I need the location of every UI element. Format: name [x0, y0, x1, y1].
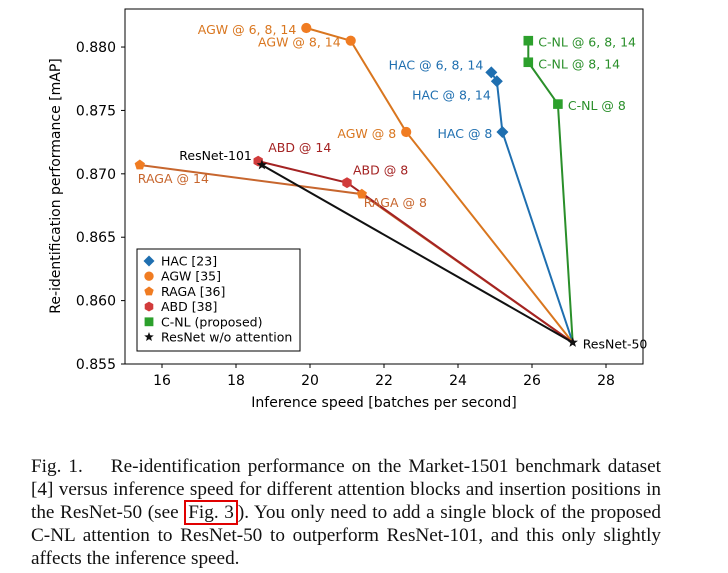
data-label: ABD @ 8 — [353, 163, 408, 178]
data-label: HAC @ 6, 8, 14 — [389, 57, 484, 72]
data-point — [523, 35, 534, 46]
data-point — [523, 57, 534, 68]
y-tick-label: 0.855 — [76, 357, 116, 373]
caption-prefix: Fig. 1. — [31, 456, 83, 477]
data-label: HAC @ 8 — [438, 126, 493, 141]
figure-caption: Fig. 1. Re-identification performance on… — [31, 455, 661, 570]
y-tick-label: 0.880 — [76, 40, 116, 56]
data-point — [345, 35, 356, 46]
x-axis-label: Inference speed [batches per second] — [251, 395, 516, 411]
data-label: AGW @ 8 — [337, 126, 396, 141]
data-point — [134, 159, 145, 170]
x-tick-label: 22 — [375, 373, 393, 389]
legend-box — [136, 248, 301, 352]
caption-text-2: ). You only need to add a single block o… — [31, 502, 661, 569]
series-line-0 — [490, 71, 574, 343]
chart: HAC @ 6, 8, 14 HAC @ 8, 14 HAC @ 8 AGW @ 6,… — [48, 8, 648, 411]
legend-entry: ResNet w/o attention — [161, 330, 292, 345]
x-tick-label: 20 — [301, 373, 319, 389]
data-label: AGW @ 6, 8, 14 — [198, 22, 297, 37]
data-point — [301, 22, 312, 34]
data-label: ABD @ 14 — [268, 140, 331, 155]
series-line-4 — [527, 40, 574, 343]
series-line-5 — [261, 164, 574, 344]
legend-marker — [144, 271, 154, 281]
series-line-1 — [306, 27, 574, 344]
data-point — [567, 336, 578, 347]
data-point — [401, 126, 412, 138]
y-tick-label: 0.870 — [76, 167, 116, 183]
data-point — [356, 188, 367, 199]
legend-marker — [144, 317, 154, 327]
legend-entry: RAGA [36] — [161, 284, 225, 299]
y-tick-label: 0.875 — [76, 103, 116, 119]
data-label: RAGA @ 8 — [364, 195, 427, 210]
x-tick-label: 24 — [449, 373, 467, 389]
x-axis: 16 18 20 22 24 26 28 — [153, 364, 615, 389]
caption-text-1: Re-identification performance on the Mar… — [31, 456, 661, 523]
data-label: C-NL @ 8, 14 — [538, 56, 620, 71]
x-tick-label: 28 — [597, 373, 615, 389]
point-labels: HAC @ 6, 8, 14 HAC @ 8, 14 HAC @ 8 AGW @ 6,… — [138, 22, 648, 351]
data-label: ResNet-101 — [179, 148, 252, 163]
y-tick-label: 0.860 — [76, 294, 116, 310]
legend-entry: ABD [38] — [161, 299, 217, 314]
data-label: RAGA @ 14 — [138, 171, 209, 186]
legend-marker — [144, 301, 154, 312]
data-label: C-NL @ 8 — [568, 98, 626, 113]
legend-marker — [143, 255, 155, 267]
x-tick-label: 16 — [153, 373, 171, 389]
y-axis: 0.855 0.860 0.865 0.870 0.875 0.880 — [76, 40, 125, 373]
data-point — [490, 75, 503, 88]
data-label: C-NL @ 6, 8, 14 — [538, 35, 636, 50]
y-axis-label: Re-identification performance [mAP] — [48, 58, 64, 313]
legend-entry: C-NL (proposed) — [161, 314, 262, 329]
x-tick-label: 26 — [523, 373, 541, 389]
figure-reference-link[interactable]: Fig. 3 — [184, 500, 238, 525]
legend-entry: HAC [23] — [161, 254, 217, 269]
data-point — [342, 177, 352, 189]
data-point — [496, 125, 509, 138]
data-label: AGW @ 8, 14 — [258, 35, 341, 50]
series-markers — [134, 22, 578, 347]
legend-marker — [144, 332, 154, 342]
y-tick-label: 0.865 — [76, 230, 116, 246]
series-lines — [139, 27, 574, 344]
data-label: ResNet-50 — [583, 336, 648, 351]
legend-marker — [144, 286, 154, 296]
data-point — [553, 99, 563, 109]
data-label: HAC @ 8, 14 — [412, 87, 491, 102]
data-point — [485, 66, 498, 79]
legend: HAC [23]AGW [35]RAGA [36]ABD [38]C-NL (p… — [136, 248, 301, 352]
legend-entry: AGW [35] — [161, 269, 221, 284]
x-tick-label: 18 — [227, 373, 245, 389]
data-point — [256, 159, 268, 170]
